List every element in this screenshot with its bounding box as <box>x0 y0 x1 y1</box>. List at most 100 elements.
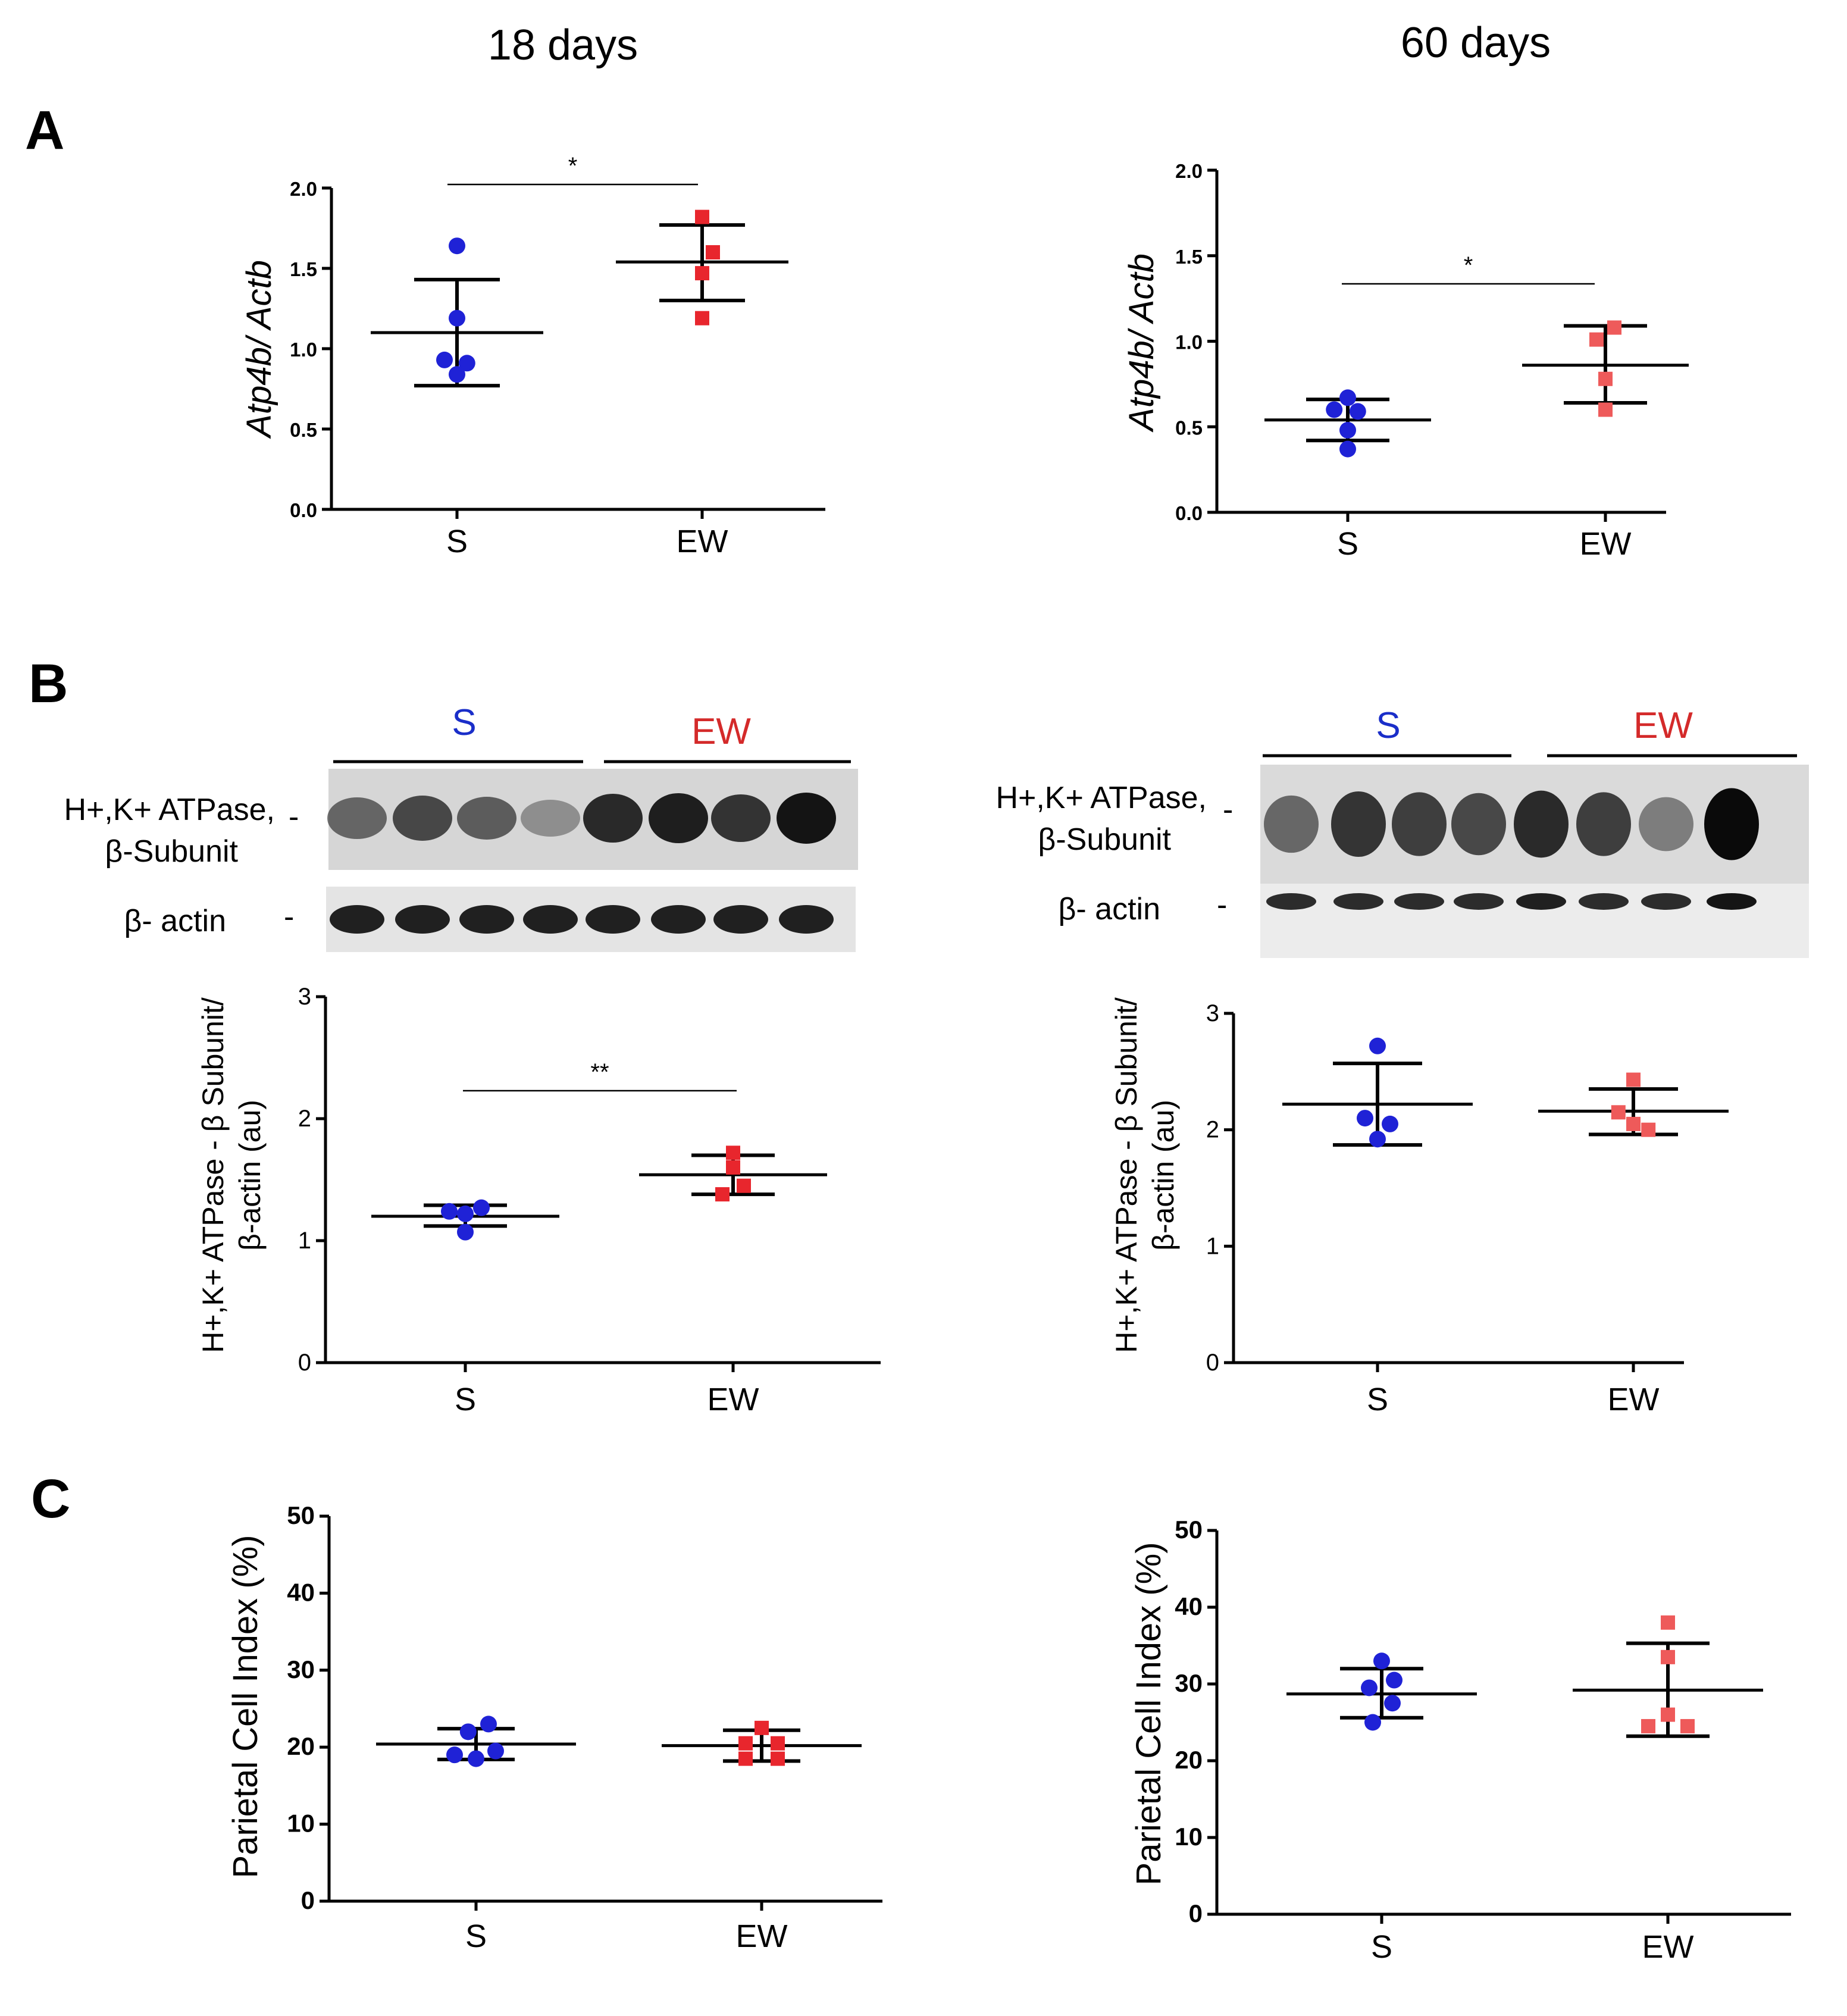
target-band <box>711 794 771 842</box>
data-point-s <box>468 1750 484 1767</box>
blot-actin-label: β- actin <box>124 904 226 938</box>
y-axis-label-part: / <box>1122 323 1161 343</box>
data-point-ew <box>1598 371 1613 386</box>
data-point-ew <box>1680 1718 1695 1733</box>
y-tick-label: 50 <box>287 1501 315 1529</box>
data-point-s <box>436 351 453 368</box>
y-tick-label: 0.5 <box>1175 417 1203 439</box>
panel-letter-a: A <box>25 100 64 161</box>
target-band <box>1451 793 1506 856</box>
y-tick-label: 1.5 <box>290 258 317 280</box>
column-title-60-days: 60 days <box>1401 19 1551 67</box>
blot-target-marker: - <box>289 800 299 834</box>
y-tick-label: 2.0 <box>1175 160 1203 182</box>
y-tick-label: 0 <box>301 1886 315 1914</box>
x-tick-label: S <box>465 1918 487 1954</box>
y-tick-label: 1.0 <box>290 339 317 361</box>
chart-c-60-days: 0 10 20 30 40 50 S EW Parietal Cell Index (%) <box>1129 1516 1791 1965</box>
target-band <box>1704 788 1759 860</box>
blot-target-marker: - <box>1223 793 1233 827</box>
blot-group-label-s: S <box>452 702 476 743</box>
actin-band <box>1394 893 1444 910</box>
column-title-18-days: 18 days <box>488 21 638 69</box>
data-point-ew <box>771 1751 785 1766</box>
actin-band <box>1266 893 1316 910</box>
actin-band <box>395 905 450 934</box>
data-point-s <box>1369 1131 1386 1148</box>
data-point-ew <box>737 1178 751 1193</box>
significance-marker: * <box>1464 252 1473 278</box>
blot-group-label-ew: EW <box>1633 705 1693 746</box>
data-point-s <box>446 1746 463 1764</box>
data-point-s <box>473 1199 490 1216</box>
data-point-s <box>457 1205 474 1222</box>
data-point-ew <box>1626 1116 1641 1131</box>
data-point-s <box>1339 422 1356 439</box>
y-tick-label: 0 <box>1206 1350 1219 1376</box>
data-point-s <box>449 237 465 255</box>
blot-18-days: S EW H+,K+ ATPase, β-Subunit - β- actin … <box>64 702 858 952</box>
x-tick-label: EW <box>736 1918 788 1954</box>
data-point-ew <box>755 1720 769 1735</box>
y-tick-label: 2 <box>1206 1117 1219 1143</box>
data-point-ew <box>695 209 709 224</box>
target-band <box>327 797 387 839</box>
data-point-s <box>458 355 475 372</box>
blot-actin-marker: - <box>1217 888 1227 922</box>
chart-c-18-days: 0 10 20 30 40 50 S EW Parietal Cell Index (%) <box>226 1501 882 1954</box>
chart-b-18-days: 0 1 2 3 S EW H+,K+ ATPase - β Subunit/β-actin … <box>196 984 881 1417</box>
target-band <box>1639 797 1693 852</box>
data-point-s <box>487 1742 504 1760</box>
x-tick-label: EW <box>708 1382 759 1417</box>
blot-group-label-s: S <box>1376 705 1400 746</box>
y-tick-label: 0.0 <box>290 499 317 521</box>
y-tick-label: 20 <box>1175 1746 1203 1774</box>
data-point-s <box>480 1716 497 1733</box>
data-point-ew <box>1598 402 1613 417</box>
panel-letter-c: C <box>31 1469 70 1529</box>
target-band <box>457 797 516 840</box>
blot-bands <box>1264 788 1759 910</box>
data-point-s <box>1339 440 1356 458</box>
x-tick-label: EW <box>677 524 728 559</box>
blot-target-label-line-1: H+,K+ ATPase, <box>64 793 275 827</box>
data-point-s <box>449 309 465 327</box>
actin-band <box>1641 893 1691 910</box>
x-tick-label: S <box>446 524 468 559</box>
blot-actin-marker: - <box>284 900 294 934</box>
data-point-ew <box>715 1187 730 1202</box>
x-tick-label: S <box>455 1382 476 1417</box>
blot-target-label-line-1: H+,K+ ATPase, <box>995 781 1207 815</box>
y-tick-label: 30 <box>287 1655 315 1683</box>
y-axis-label-line: β-actin (au) <box>233 1100 267 1251</box>
data-point-ew <box>695 266 709 281</box>
data-point-s <box>1382 1115 1398 1132</box>
actin-band <box>459 905 514 934</box>
data-point-s <box>1361 1679 1378 1696</box>
actin-band <box>1516 893 1566 910</box>
actin-band <box>779 905 834 934</box>
y-axis-label: Parietal Cell Index (%) <box>1129 1542 1168 1886</box>
actin-band <box>1454 893 1504 910</box>
chart-b-60-days: 0 1 2 3 S EW H+,K+ ATPase - β Subunit/β-actin … <box>1110 997 1729 1417</box>
y-axis-label: Parietal Cell Index (%) <box>226 1535 265 1879</box>
y-tick-label: 1.0 <box>1175 331 1203 353</box>
blot-60-days: S EW H+,K+ ATPase, β-Subunit - β- actin … <box>995 705 1809 958</box>
data-point-ew <box>726 1160 740 1175</box>
y-axis-label: H+,K+ ATPase - β Subunit/β-actin (au) <box>1110 997 1180 1353</box>
data-point-ew <box>1607 320 1621 335</box>
data-point-s <box>1326 401 1343 418</box>
actin-band <box>523 905 578 934</box>
blot-target-label-line-2: β-Subunit <box>105 834 238 869</box>
data-point-s <box>1339 389 1356 406</box>
data-point-ew <box>706 245 720 259</box>
actin-band <box>651 905 706 934</box>
y-axis-label-part: Atp4b <box>240 347 278 439</box>
data-point-s <box>1349 403 1366 420</box>
significance-marker: * <box>568 153 578 179</box>
y-tick-label: 50 <box>1175 1516 1203 1544</box>
actin-band <box>330 905 384 934</box>
chart-a-60-days: 0.0 0.5 1.0 1.5 2.0 S EW Atp4b/ Actb * <box>1122 160 1689 562</box>
y-tick-label: 1 <box>298 1228 311 1254</box>
